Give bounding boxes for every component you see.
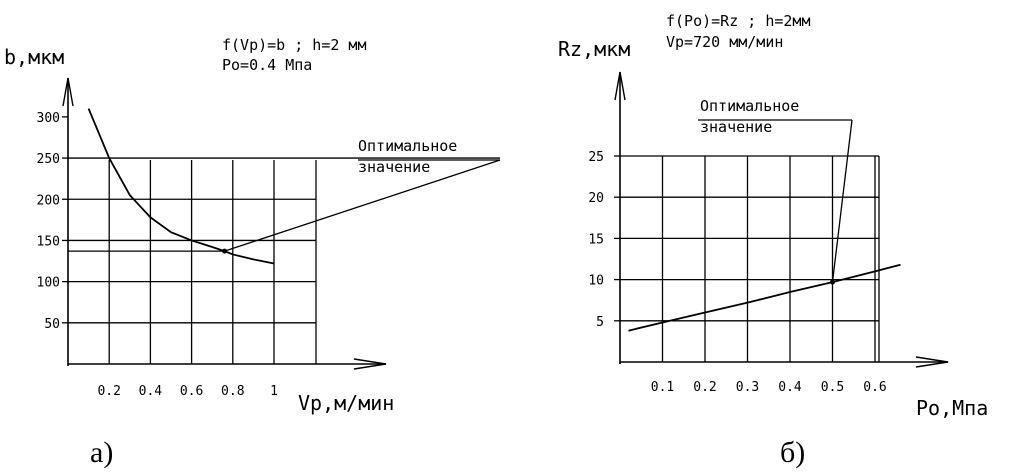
chart-a-y-tick-label-4: 250	[37, 152, 60, 167]
chart-b-x-tick-label-0: 0.1	[651, 380, 674, 395]
chart-b: f(Po)=Rz ; h=2мм Vp=720 мм/мин Rz,мкм Po…	[558, 12, 988, 469]
chart-a-y-tick-label-3: 200	[37, 193, 60, 208]
chart-a-annotation-line-2: значение	[358, 158, 430, 176]
chart-a-y-tick-label-1: 100	[37, 276, 60, 291]
chart-b-title-line-1: f(Po)=Rz ; h=2мм	[666, 12, 811, 30]
chart-a-x-axis-arrow	[353, 358, 387, 370]
chart-b-y-tick-label-1: 10	[588, 274, 604, 289]
chart-a-x-tick-label-1: 0.4	[139, 384, 163, 399]
chart-b-title-line-2: Vp=720 мм/мин	[666, 33, 783, 51]
chart-b-y-axis-arrow	[614, 71, 626, 101]
chart-a: f(Vp)=b ; h=2 мм Po=0.4 Мпа b,мкм Vp,м/м…	[4, 36, 501, 469]
chart-b-x-tick-label-4: 0.5	[821, 380, 844, 395]
chart-a-annotation-line-1: Оптимальное	[358, 137, 457, 155]
chart-b-annotation-leader	[831, 119, 853, 283]
chart-b-x-tick-label-5: 0.6	[863, 380, 886, 395]
chart-a-x-tick-label-0: 0.2	[97, 384, 120, 399]
chart-b-x-tick-label-3: 0.4	[778, 380, 802, 395]
chart-a-y-axis-label: b,мкм	[4, 45, 64, 69]
chart-b-y-tick-label-3: 20	[588, 191, 604, 206]
chart-b-annotation-line-2: значение	[700, 118, 772, 136]
chart-b-annotation-line-1: Оптимальное	[700, 97, 799, 115]
chart-a-y-tick-label-5: 300	[37, 111, 60, 126]
chart-b-y-tick-label-0: 5	[596, 315, 604, 330]
chart-a-y-tick-label-0: 50	[44, 317, 60, 332]
chart-a-series-0-line	[87, 108, 275, 265]
chart-a-y-axis-arrow	[62, 77, 74, 107]
chart-a-title-line-2: Po=0.4 Мпа	[222, 56, 312, 74]
chart-b-x-axis-label: Po,Мпа	[916, 396, 988, 420]
chart-b-y-tick-label-4: 25	[588, 150, 604, 165]
chart-a-x-tick-label-2: 0.6	[180, 384, 203, 399]
chart-a-x-tick-label-3: 0.8	[221, 384, 244, 399]
chart-a-y-tick-label-2: 150	[37, 234, 60, 249]
chart-a-title-line-1: f(Vp)=b ; h=2 мм	[222, 36, 367, 54]
chart-b-series-0-line	[628, 263, 901, 332]
chart-a-x-axis-label: Vp,м/мин	[298, 391, 394, 415]
chart-a-x-tick-label-4: 1	[270, 384, 278, 399]
chart-b-x-axis-arrow	[915, 356, 949, 368]
chart-b-x-tick-label-2: 0.3	[736, 380, 759, 395]
chart-a-annotation-leader	[224, 159, 501, 252]
chart-b-x-tick-label-1: 0.2	[693, 380, 716, 395]
chart-a-caption: а)	[90, 436, 113, 469]
chart-b-caption: б)	[780, 436, 805, 469]
chart-b-y-axis-label: Rz,мкм	[558, 37, 630, 61]
chart-b-y-tick-label-2: 15	[588, 232, 604, 247]
